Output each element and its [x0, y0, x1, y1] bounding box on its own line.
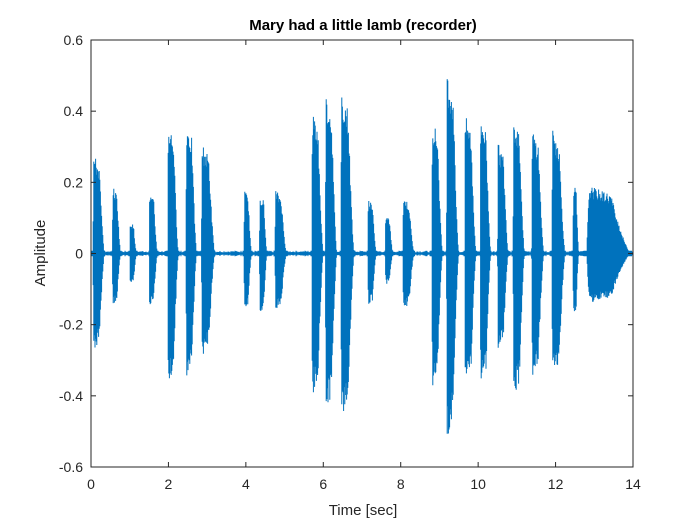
- waveform-note-13: [339, 97, 355, 411]
- x-tick-label: 10: [470, 476, 486, 492]
- y-axis-label: Amplitude: [32, 220, 49, 287]
- x-tick-label: 0: [87, 476, 95, 492]
- waveform-note-3: [128, 224, 138, 282]
- chart-title: Mary had a little lamb (recorder): [249, 17, 477, 34]
- axis-ticks: 0 2 4 6 8 10 12 14 -0.6 -0.4 -0.2 0 0.2 0.4 0.6: [59, 32, 641, 492]
- waveform-note-2: [111, 188, 122, 304]
- waveform-note-11: [310, 116, 325, 393]
- y-tick-label: -0.2: [59, 317, 83, 333]
- waveform-note-9: [258, 200, 268, 311]
- waveform-note-19: [463, 118, 478, 374]
- waveform-note-17: [430, 128, 443, 386]
- waveform-note-20: [479, 126, 492, 379]
- waveform-note-4: [148, 197, 159, 305]
- waveform-note-6: [184, 136, 198, 376]
- x-tick-label: 12: [548, 476, 564, 492]
- waveform-note-12: [324, 99, 337, 403]
- waveform-series: [91, 79, 633, 434]
- waveform-note-23: [530, 134, 545, 375]
- waveform-note-21: [496, 144, 509, 348]
- waveform-note-15: [384, 218, 394, 284]
- x-tick-label: 6: [319, 476, 327, 492]
- waveform-note-8: [242, 191, 253, 307]
- waveform-note-5: [166, 135, 180, 379]
- waveform-note-18: [445, 79, 460, 434]
- waveform-note-7: [200, 147, 216, 354]
- x-tick-label: 4: [242, 476, 250, 492]
- y-tick-label: -0.6: [59, 459, 83, 475]
- waveform-note-10: [273, 191, 288, 308]
- x-tick-label: 8: [397, 476, 405, 492]
- waveform-note-16: [401, 201, 416, 306]
- waveform-note-14: [366, 201, 378, 304]
- x-tick-label: 2: [165, 476, 173, 492]
- y-tick-label: 0: [75, 246, 83, 262]
- y-tick-label: 0.6: [64, 32, 84, 48]
- waveform-note-26: [585, 187, 633, 302]
- waveform-note-22: [511, 127, 526, 390]
- y-tick-label: 0.4: [64, 103, 84, 119]
- waveform-note-25: [571, 187, 580, 312]
- y-tick-label: -0.4: [59, 388, 83, 404]
- y-tick-label: 0.2: [64, 174, 84, 190]
- waveform-note-24: [550, 130, 566, 365]
- x-axis-label: Time [sec]: [329, 502, 398, 519]
- x-tick-label: 14: [625, 476, 641, 492]
